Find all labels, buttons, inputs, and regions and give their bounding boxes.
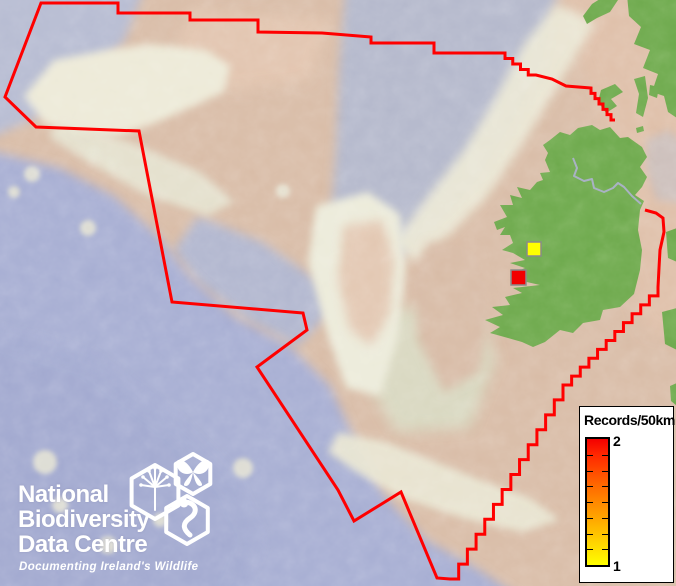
logo-tagline: Documenting Ireland's Wildlife bbox=[19, 561, 199, 573]
legend-tick bbox=[587, 517, 593, 519]
legend-tick bbox=[602, 549, 608, 551]
plant-icon bbox=[140, 467, 170, 511]
legend-tick bbox=[587, 502, 593, 503]
legend-title: Records/50km bbox=[584, 412, 675, 428]
logo-hexagons bbox=[129, 452, 213, 546]
legend-panel: Records/50km 2 1 bbox=[579, 406, 675, 583]
logo-text-national: National bbox=[18, 481, 109, 508]
legend-tick bbox=[602, 517, 608, 519]
hexagon-butterfly bbox=[173, 452, 213, 496]
legend-tick bbox=[587, 549, 593, 551]
legend-tick bbox=[602, 502, 608, 503]
seahorse-icon bbox=[171, 498, 198, 538]
legend-tick bbox=[587, 470, 593, 472]
legend-tick bbox=[602, 486, 608, 488]
legend-tick bbox=[602, 470, 608, 472]
legend-tick bbox=[602, 454, 608, 456]
maritime-boundary-line bbox=[3, 1, 666, 581]
plant-seed-dots bbox=[139, 466, 171, 487]
legend-tick bbox=[587, 533, 593, 535]
legend-tick bbox=[602, 533, 608, 535]
northern-ireland-border bbox=[572, 157, 642, 205]
logo-text-biodiversity: Biodiversity bbox=[18, 506, 150, 533]
record-square-red[interactable] bbox=[510, 269, 527, 286]
logo-text-data-centre: Data Centre bbox=[18, 531, 148, 558]
butterfly-icon bbox=[176, 459, 210, 486]
hexagon-plant bbox=[129, 463, 181, 521]
nbdc-logo: National Biodiversity Data Centre Docume… bbox=[16, 446, 256, 586]
legend-gradient-bar bbox=[585, 437, 610, 567]
legend-tick bbox=[587, 454, 593, 456]
legend-tick bbox=[587, 486, 593, 488]
hexagon-seahorse bbox=[164, 494, 210, 546]
record-square-yellow[interactable] bbox=[526, 241, 542, 257]
legend-min-label: 1 bbox=[613, 558, 621, 574]
legend-max-label: 2 bbox=[613, 433, 621, 449]
